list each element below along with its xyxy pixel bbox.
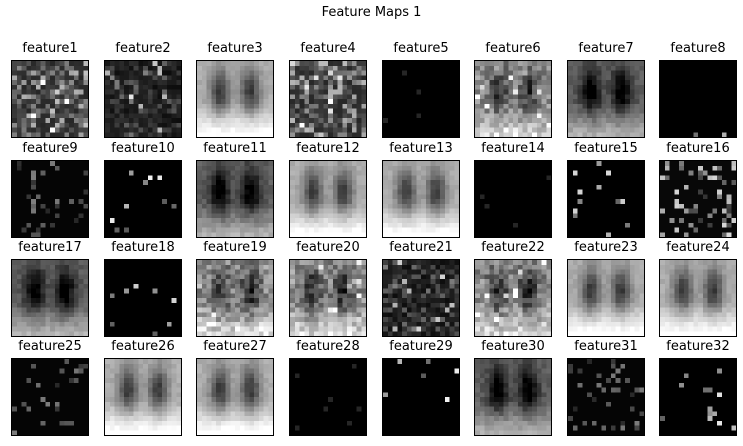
feature-map-title: feature21 xyxy=(389,240,453,255)
feature-map-image xyxy=(567,60,645,138)
feature-map-title: feature19 xyxy=(203,240,267,255)
feature-map-title: feature18 xyxy=(111,240,175,255)
feature-map-title: feature1 xyxy=(22,41,78,56)
feature-map-image xyxy=(659,358,737,436)
feature-map-image xyxy=(567,160,645,238)
feature-map-title: feature31 xyxy=(574,339,638,354)
feature-map-title: feature30 xyxy=(481,339,545,354)
feature-map-image xyxy=(474,358,552,436)
feature-map-title: feature8 xyxy=(670,41,726,56)
feature-map-title: feature4 xyxy=(300,41,356,56)
feature-map-image xyxy=(196,259,274,337)
feature-map-image xyxy=(382,60,460,138)
feature-map-image xyxy=(474,160,552,238)
feature-map-image xyxy=(11,358,89,436)
feature-map-image xyxy=(567,259,645,337)
feature-map-image xyxy=(474,259,552,337)
feature-map-image xyxy=(474,60,552,138)
figure-title: Feature Maps 1 xyxy=(321,5,422,20)
feature-map-title: feature10 xyxy=(111,141,175,156)
feature-map-title: feature3 xyxy=(207,41,263,56)
feature-map-image xyxy=(11,160,89,238)
feature-map-title: feature26 xyxy=(111,339,175,354)
feature-map-title: feature13 xyxy=(389,141,453,156)
feature-map-image xyxy=(659,160,737,238)
feature-map-title: feature9 xyxy=(22,141,78,156)
feature-map-image xyxy=(196,160,274,238)
feature-map-title: feature29 xyxy=(389,339,453,354)
feature-map-title: feature27 xyxy=(203,339,267,354)
feature-map-image xyxy=(11,259,89,337)
feature-map-image xyxy=(382,259,460,337)
feature-map-title: feature12 xyxy=(296,141,360,156)
feature-map-title: feature7 xyxy=(578,41,634,56)
feature-map-title: feature11 xyxy=(203,141,267,156)
feature-map-image xyxy=(382,160,460,238)
feature-map-image xyxy=(289,160,367,238)
feature-map-image xyxy=(659,60,737,138)
feature-map-title: feature20 xyxy=(296,240,360,255)
feature-map-title: feature32 xyxy=(666,339,730,354)
feature-map-title: feature2 xyxy=(115,41,171,56)
feature-map-image xyxy=(196,60,274,138)
feature-map-title: feature28 xyxy=(296,339,360,354)
feature-map-title: feature25 xyxy=(18,339,82,354)
feature-map-title: feature6 xyxy=(485,41,541,56)
feature-map-title: feature24 xyxy=(666,240,730,255)
feature-map-image xyxy=(196,358,274,436)
feature-map-image xyxy=(11,60,89,138)
feature-map-title: feature15 xyxy=(574,141,638,156)
feature-map-image xyxy=(382,358,460,436)
feature-map-image xyxy=(104,259,182,337)
feature-map-image xyxy=(289,259,367,337)
feature-map-image xyxy=(104,60,182,138)
feature-map-image xyxy=(289,60,367,138)
feature-map-image xyxy=(289,358,367,436)
feature-map-image xyxy=(104,358,182,436)
feature-map-image xyxy=(104,160,182,238)
feature-map-title: feature17 xyxy=(18,240,82,255)
feature-map-title: feature23 xyxy=(574,240,638,255)
feature-map-title: feature14 xyxy=(481,141,545,156)
feature-map-title: feature16 xyxy=(666,141,730,156)
feature-map-image xyxy=(567,358,645,436)
feature-map-image xyxy=(659,259,737,337)
feature-map-title: feature22 xyxy=(481,240,545,255)
feature-map-title: feature5 xyxy=(393,41,449,56)
